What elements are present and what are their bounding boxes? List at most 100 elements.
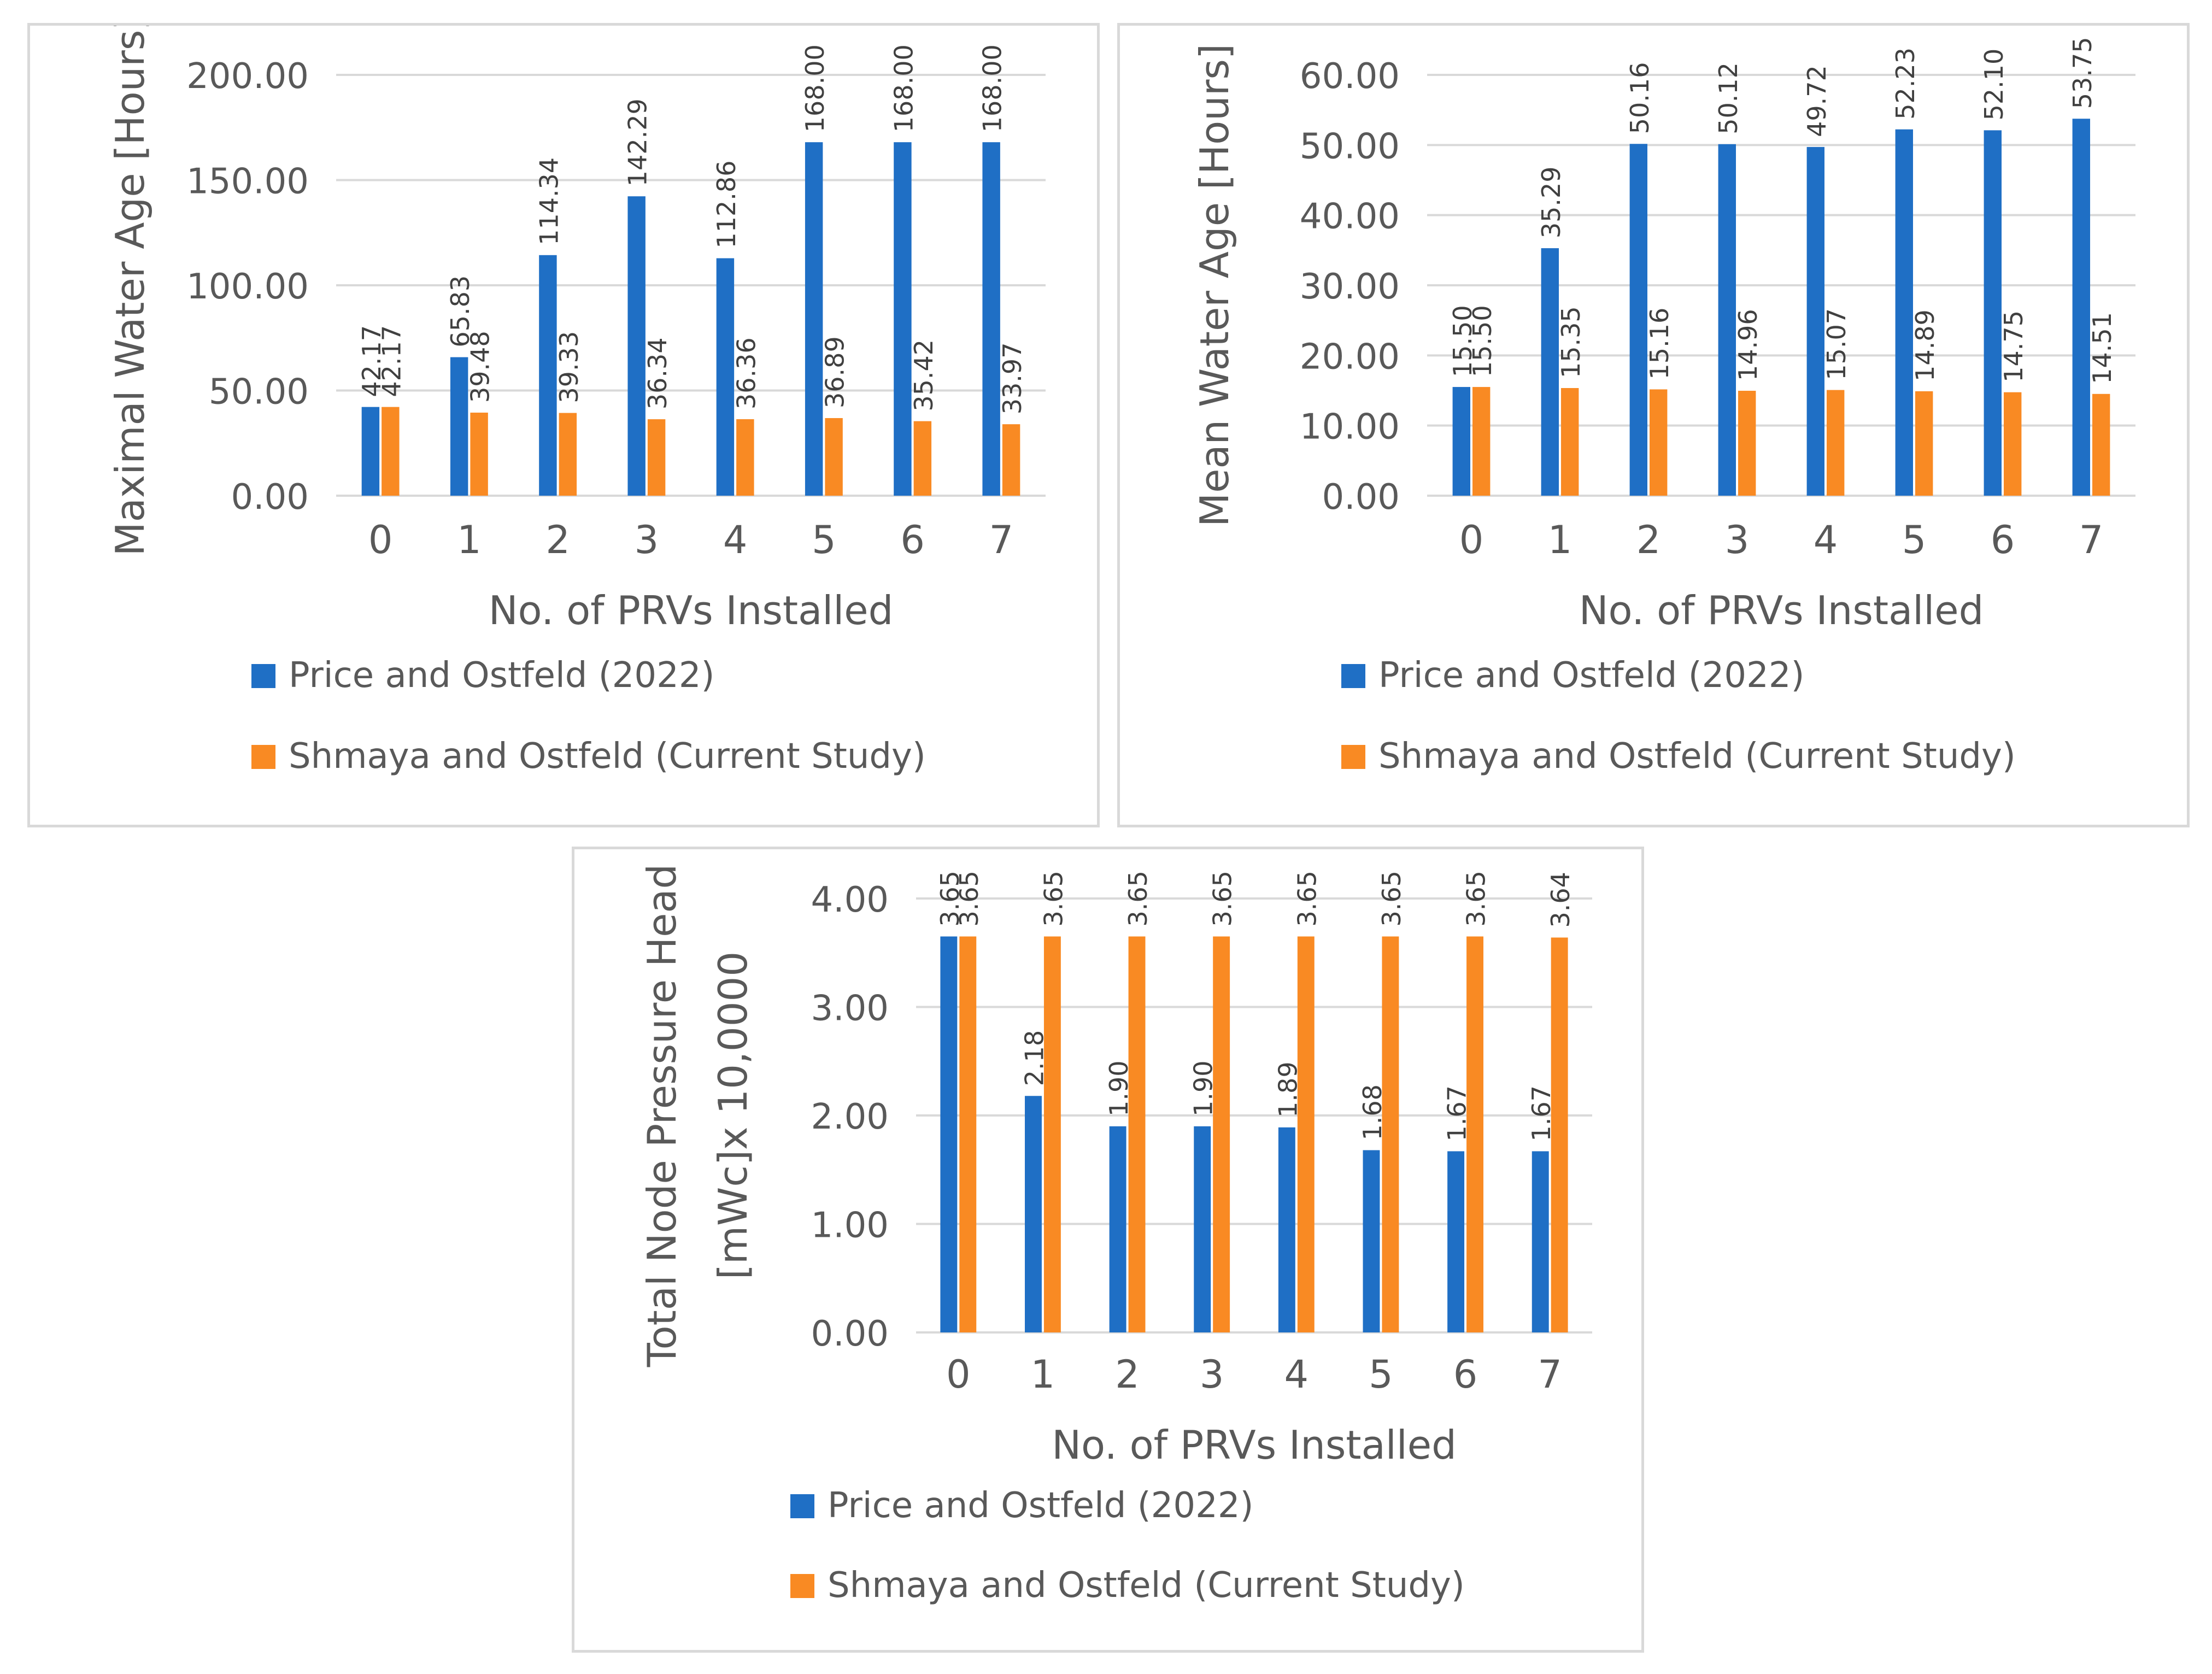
bar-price (940, 936, 958, 1332)
bar-shmaya (1650, 389, 1668, 496)
data-label-shmaya: 14.75 (1999, 310, 2028, 383)
y-tick-label: 3.00 (811, 989, 889, 1029)
bar-shmaya (1915, 391, 1933, 496)
bar-price (2072, 119, 2090, 496)
bar-shmaya (1561, 388, 1579, 496)
y-tick-label: 50.00 (1300, 126, 1400, 167)
bar-shmaya (2004, 392, 2022, 496)
bar-shmaya (825, 418, 843, 496)
data-label-shmaya: 36.34 (643, 337, 672, 409)
bar-shmaya (1827, 390, 1845, 496)
y-tick-label: 30.00 (1300, 267, 1400, 307)
data-label-price: 52.23 (1891, 48, 1920, 120)
pressure-head-chart: 0.001.002.003.004.00 3.653.6502.183.6511.… (639, 864, 1592, 1606)
bar-price (805, 142, 823, 496)
legend-swatch-price (1341, 664, 1365, 688)
data-label-price: 65.83 (445, 275, 475, 348)
x-tick-label: 1 (1548, 518, 1573, 562)
data-label-shmaya: 15.50 (1468, 305, 1497, 377)
x-tick-label: 0 (946, 1352, 971, 1397)
y-tick-label: 0.00 (231, 477, 309, 518)
x-tick-label: 2 (1115, 1352, 1140, 1397)
y-tick-label: 100.00 (186, 267, 309, 307)
y-tick-label: 1.00 (811, 1206, 889, 1246)
x-tick-label: 6 (1991, 518, 2015, 562)
data-label-shmaya: 3.65 (954, 871, 984, 926)
data-label-price: 42.17 (357, 325, 386, 397)
x-tick-label: 3 (635, 518, 659, 562)
bar-price (1629, 144, 1647, 496)
data-label-shmaya: 42.17 (377, 325, 406, 397)
x-tick-label: 4 (723, 518, 748, 562)
bar-shmaya (1128, 936, 1146, 1332)
bar-shmaya (1551, 937, 1568, 1332)
bar-price (1718, 144, 1736, 496)
bar-price (716, 258, 735, 496)
data-label-price: 168.00 (800, 44, 830, 132)
bar-price (1194, 1126, 1211, 1332)
legend-label-price: Price and Ostfeld (2022) (1378, 655, 1805, 696)
data-label-price: 50.12 (1714, 62, 1743, 134)
data-label-shmaya: 3.65 (1038, 871, 1068, 926)
data-label-price: 168.00 (978, 44, 1007, 132)
x-tick-label: 4 (1284, 1352, 1309, 1397)
data-label-shmaya: 3.65 (1462, 871, 1491, 926)
data-label-price: 50.16 (1625, 62, 1654, 134)
x-tick-label: 2 (1636, 518, 1661, 562)
y-tick-label: 0.00 (811, 1314, 889, 1354)
y-tick-label: 10.00 (1300, 407, 1400, 448)
chart-panel-max-water-age: 0.00 50.00 100.00 150.00 200.00 42.17 42.17 0 65… (27, 23, 1100, 827)
bar-shmaya (1382, 936, 1399, 1332)
x-tick-label: 6 (900, 518, 925, 562)
x-tick-label: 2 (545, 518, 570, 562)
bar-price (1532, 1151, 1549, 1332)
data-label-shmaya: 15.35 (1556, 306, 1586, 378)
x-tick-label: 0 (368, 518, 393, 562)
x-axis-title: No. of PRVs Installed (1052, 1422, 1457, 1468)
data-label-price: 15.50 (1448, 305, 1477, 377)
data-label-price: 3.65 (935, 871, 965, 926)
bar-price (894, 142, 912, 496)
x-tick-label: 5 (812, 518, 836, 562)
bar-shmaya (2092, 393, 2110, 496)
y-axis-title: Mean Water Age [Hours] (1192, 44, 1237, 527)
bar-price (450, 357, 468, 496)
bar-price (1025, 1096, 1042, 1332)
bar-price (1447, 1151, 1465, 1332)
data-label-shmaya: 39.33 (554, 331, 584, 403)
x-tick-label: 7 (1538, 1352, 1562, 1397)
x-tick-label: 5 (1902, 518, 1927, 562)
bar-price (1452, 387, 1470, 496)
bar-price (1806, 146, 1824, 496)
data-label-shmaya: 3.65 (1208, 871, 1237, 926)
bar-price (982, 142, 1000, 496)
y-tick-label: 50.00 (209, 372, 309, 413)
x-tick-label: 1 (457, 518, 482, 562)
data-label-shmaya: 3.64 (1546, 872, 1575, 927)
y-tick-label: 4.00 (811, 880, 889, 920)
data-label-price: 112.86 (712, 161, 741, 249)
data-label-price: 53.75 (2068, 37, 2097, 109)
y-axis-title: [mWc]x 10,0000 (710, 951, 756, 1279)
x-axis-title: No. of PRVs Installed (1579, 588, 1984, 633)
x-tick-label: 5 (1369, 1352, 1393, 1397)
data-label-price: 52.10 (1979, 49, 2009, 121)
bar-shmaya (959, 936, 977, 1332)
data-label-shmaya: 3.65 (1123, 871, 1153, 926)
y-tick-label: 0.00 (1322, 477, 1400, 518)
data-label-shmaya: 35.42 (909, 339, 938, 412)
legend-label-shmaya: Shmaya and Ostfeld (Current Study) (828, 1565, 1465, 1606)
data-label-shmaya: 3.65 (1377, 871, 1406, 926)
bar-price (1363, 1150, 1380, 1332)
legend-label-shmaya: Shmaya and Ostfeld (Current Study) (289, 736, 926, 777)
bar-shmaya (1472, 387, 1491, 496)
data-label-shmaya: 36.36 (731, 337, 761, 409)
bar-price (1984, 130, 2002, 496)
y-tick-label: 40.00 (1300, 197, 1400, 237)
data-label-shmaya: 36.89 (820, 336, 850, 408)
y-tick-label: 200.00 (186, 56, 309, 97)
data-label-shmaya: 14.96 (1733, 309, 1763, 381)
legend-label-shmaya: Shmaya and Ostfeld (Current Study) (1378, 736, 2016, 777)
x-tick-label: 7 (2079, 518, 2104, 562)
bar-price (1895, 129, 1913, 496)
